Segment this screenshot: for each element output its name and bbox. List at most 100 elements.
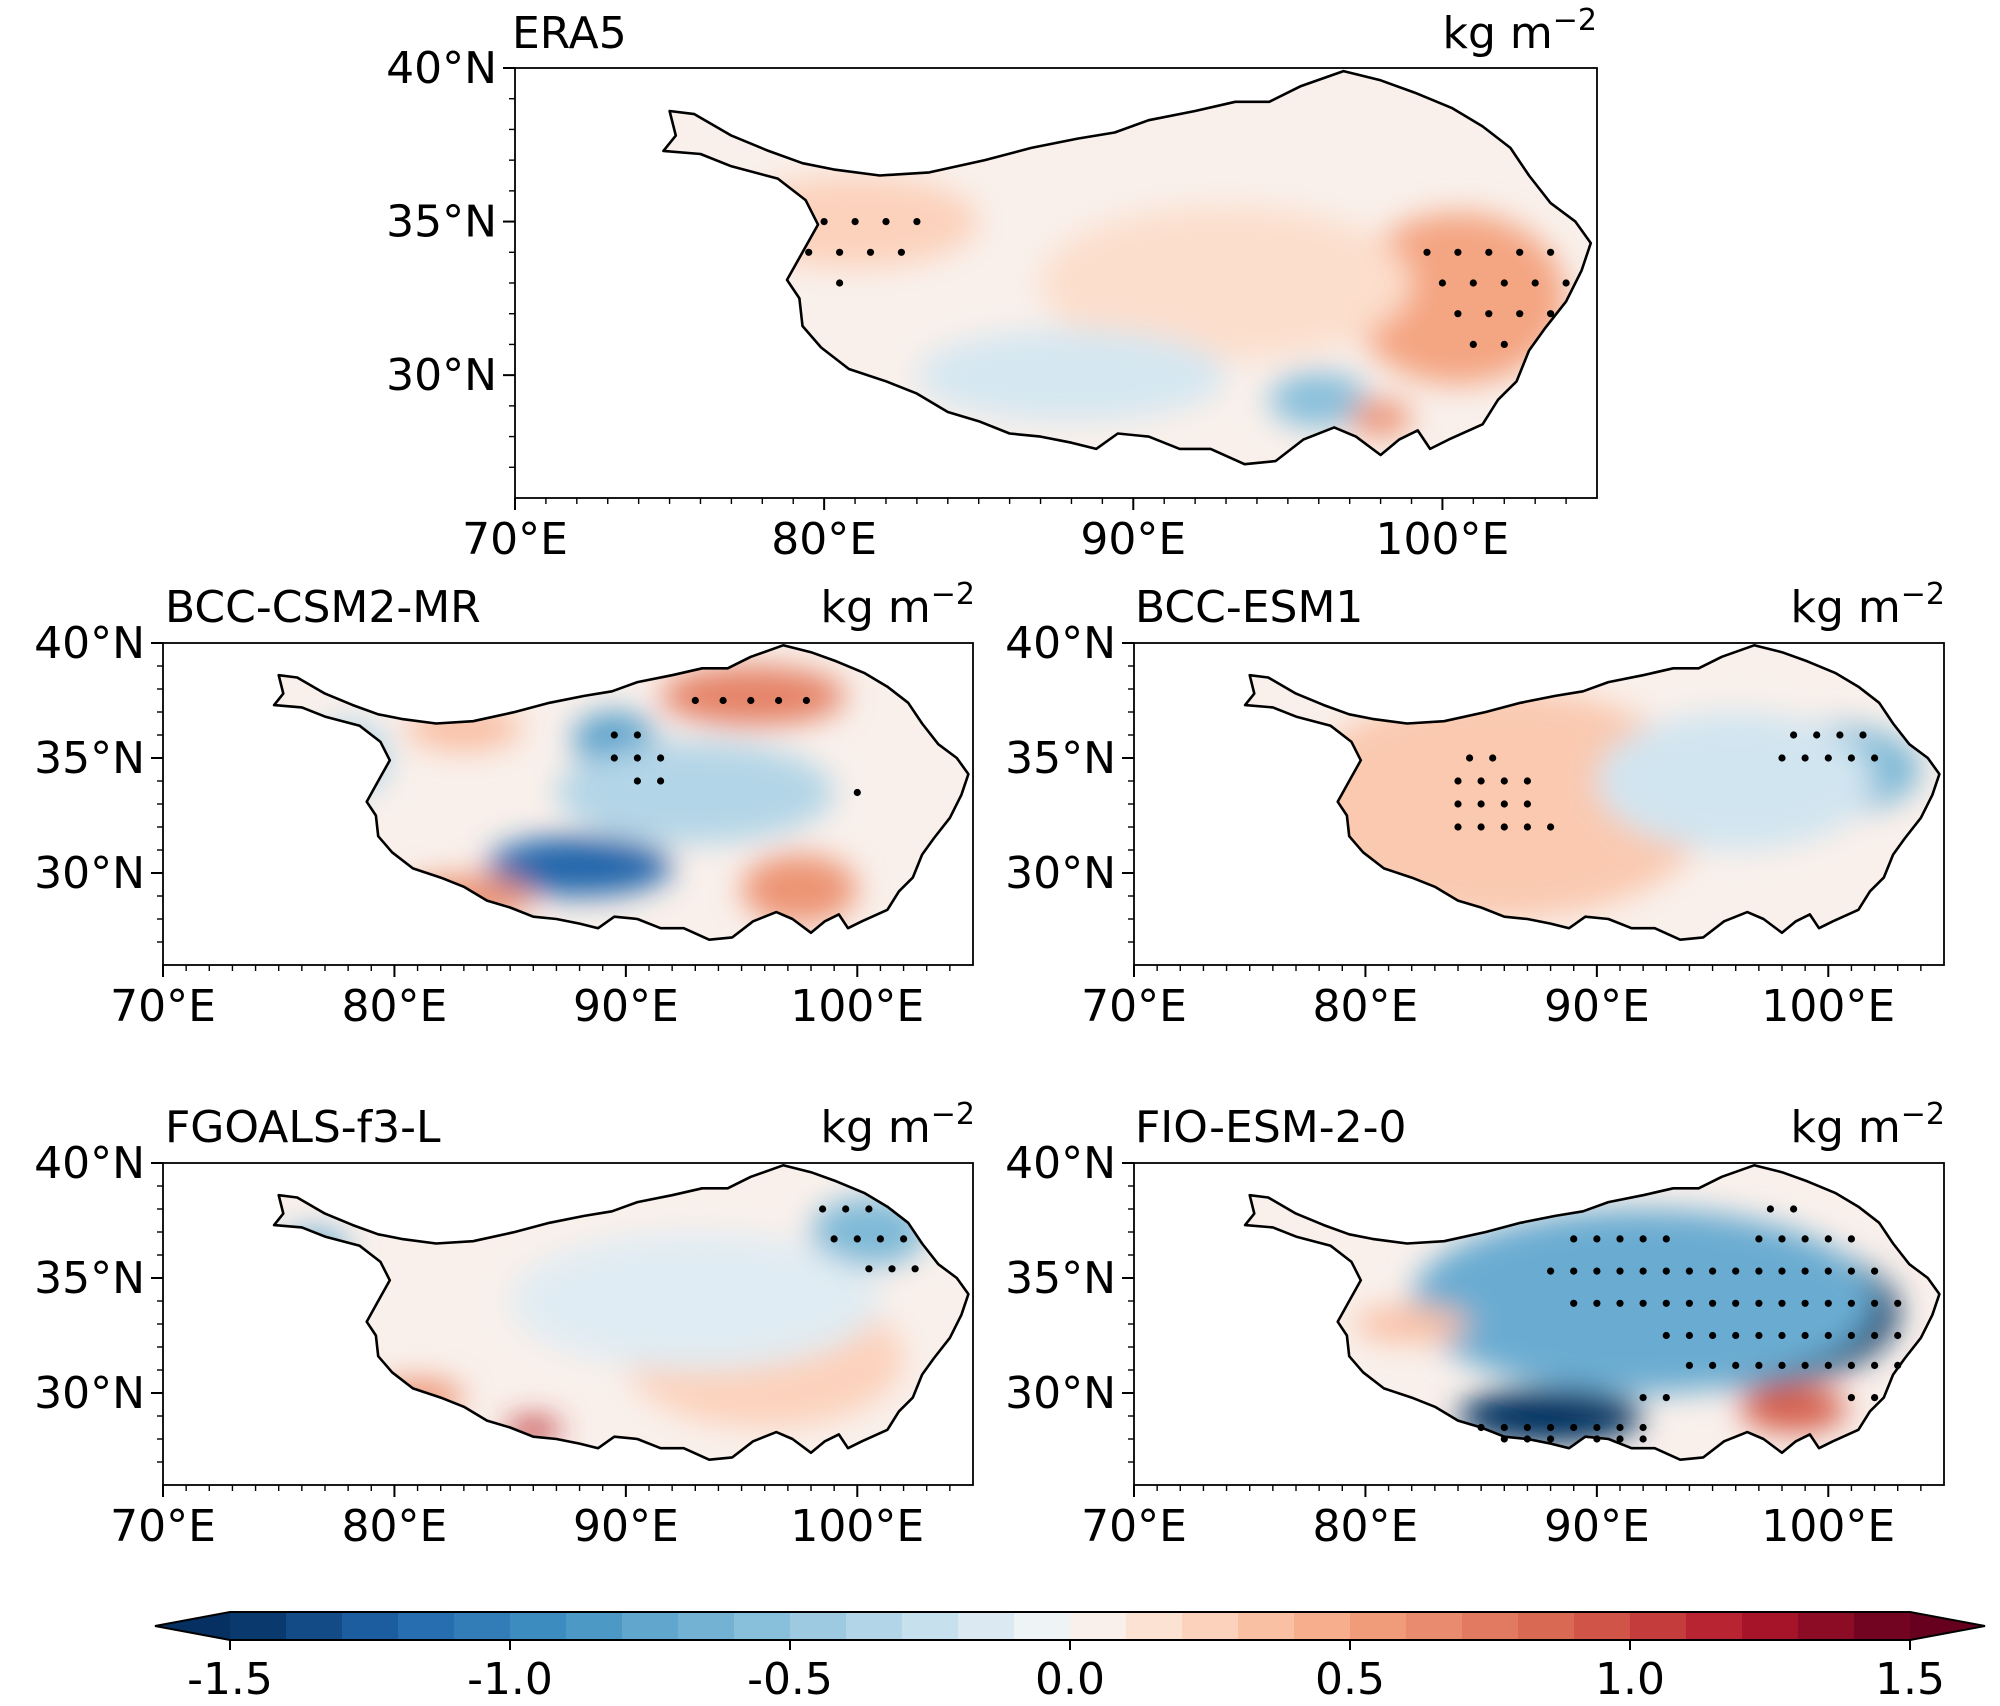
significance-dot [1871, 1361, 1879, 1369]
x-tick-label: 100°E [790, 1501, 924, 1552]
panel-era5: ERA5 kg m−2 [512, 3, 1597, 59]
significance-dot [1709, 1267, 1717, 1275]
anomaly-blob [1269, 372, 1369, 428]
significance-dot [1454, 777, 1462, 785]
panel-bcc-esm1: BCC-ESM1 kg m−2 [1135, 577, 1945, 633]
plateau-boundary [272, 1164, 970, 1461]
significance-dot [1570, 1299, 1578, 1307]
x-tick-label: 90°E [573, 981, 679, 1032]
significance-dot [633, 731, 642, 739]
significance-dot [897, 248, 906, 256]
x-tick-label: 70°E [1081, 981, 1187, 1032]
significance-dot [1801, 1299, 1809, 1307]
y-tick-label: 40°N [1005, 1138, 1116, 1189]
significance-dot [1871, 1267, 1879, 1275]
anomaly-blob [556, 741, 835, 844]
significance-dot [836, 248, 844, 256]
x-tick-label: 90°E [1544, 1501, 1650, 1552]
panel-fgoals-f3-l: FGOALS-f3-L kg m−2 [165, 1097, 975, 1153]
plateau-boundary [662, 69, 1593, 466]
significance-dot [1593, 1235, 1601, 1243]
significance-dot [1778, 1331, 1786, 1340]
significance-dot [1824, 1361, 1832, 1369]
significance-dot [913, 218, 921, 226]
significance-dot [1485, 310, 1493, 318]
significance-dot [747, 696, 755, 705]
significance-dot [1547, 1423, 1555, 1432]
significance-dot [1766, 1205, 1774, 1213]
x-tick-label: 90°E [1080, 514, 1186, 565]
significance-dot [1894, 1299, 1902, 1307]
anomaly-blob [741, 854, 858, 924]
significance-dot [1685, 1267, 1693, 1275]
x-tick-label: 70°E [110, 1501, 216, 1552]
colorbar-tick-label: 1.0 [1595, 1654, 1665, 1705]
significance-dot [1500, 340, 1508, 348]
units-label: kg m−2 [821, 577, 976, 633]
significance-dot [1709, 1361, 1717, 1369]
significance-dot [1639, 1299, 1647, 1307]
colorbar-tick-label: 0.0 [1035, 1654, 1105, 1705]
significance-dot [865, 1205, 873, 1213]
significance-dot [1813, 731, 1821, 739]
x-tick-label: 70°E [462, 514, 568, 565]
significance-dot [719, 696, 727, 705]
significance-dot [1824, 1235, 1832, 1243]
y-tick-label: 40°N [34, 618, 145, 669]
significance-dot [1516, 248, 1524, 256]
panel-bcc-csm2-mr: BCC-CSM2-MR kg m−2 [165, 577, 975, 633]
significance-dot [1547, 1267, 1555, 1275]
x-tick-label: 80°E [1313, 1501, 1419, 1552]
significance-dot [1523, 800, 1531, 808]
significance-dot [1616, 1267, 1624, 1275]
y-tick-label: 35°N [34, 733, 145, 784]
significance-dot [1801, 1361, 1809, 1369]
y-tick-label: 35°N [1005, 733, 1116, 784]
significance-dot [1778, 1361, 1786, 1369]
colorbar-cell [622, 1612, 679, 1640]
anomaly-blob [1740, 1386, 1847, 1433]
map-bcc-esm1: 70°E 80°E 90°E 100°E 40°N 35°N 30°N [1005, 618, 1945, 1032]
colorbar-cell [846, 1612, 903, 1640]
anomaly-blob [1353, 1305, 1470, 1343]
significance-dot [865, 1265, 873, 1273]
significance-dot [657, 777, 665, 785]
significance-dot [1454, 248, 1462, 256]
colorbar-cell [1742, 1612, 1799, 1640]
anomaly-blob [1349, 212, 1567, 385]
significance-dot [1593, 1267, 1601, 1275]
significance-dot [1755, 1235, 1763, 1243]
significance-dot [1570, 1423, 1578, 1432]
significance-dot [1824, 754, 1832, 762]
units-label: kg m−2 [1791, 577, 1946, 633]
significance-dot [1500, 1423, 1508, 1432]
significance-dot [1836, 731, 1844, 739]
significance-dot [1423, 248, 1431, 256]
significance-dot [1570, 1235, 1578, 1243]
colorbar-cell [1126, 1612, 1183, 1640]
significance-dot [1871, 754, 1879, 762]
map-fgoals-f3-l: 70°E 80°E 90°E 100°E 40°N 35°N 30°N [34, 1138, 974, 1552]
significance-dot [882, 218, 890, 226]
significance-dot [820, 218, 828, 226]
significance-dot [775, 696, 783, 705]
significance-dot [633, 777, 642, 785]
significance-dot [1469, 340, 1477, 348]
significance-dot [853, 788, 861, 797]
significance-dot [610, 731, 618, 739]
colorbar-cell [958, 1612, 1015, 1640]
significance-dot [1639, 1267, 1647, 1275]
x-tick-label: 100°E [1761, 1501, 1895, 1552]
anomaly-field [663, 71, 1591, 465]
x-tick-label: 90°E [573, 1501, 679, 1552]
significance-dot [1685, 1299, 1693, 1307]
colorbar-cell [454, 1612, 511, 1640]
x-tick-label: 100°E [790, 981, 924, 1032]
significance-dot [900, 1235, 908, 1243]
significance-dot [1732, 1361, 1740, 1369]
significance-dot [1593, 1423, 1601, 1432]
significance-dot [1485, 248, 1493, 256]
significance-dot [691, 696, 699, 705]
colorbar-cell [1182, 1612, 1239, 1640]
